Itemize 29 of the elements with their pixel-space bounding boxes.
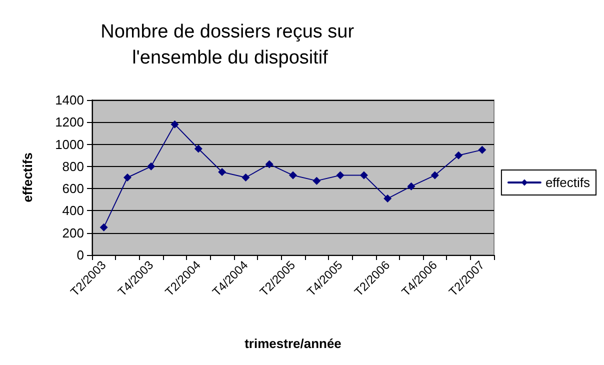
legend-label: effectifs (545, 175, 590, 190)
y-tick-label: 200 (62, 225, 84, 240)
point (360, 171, 368, 180)
point (430, 171, 439, 180)
point (289, 171, 297, 180)
y-tick-label: 400 (62, 203, 84, 218)
point (454, 151, 463, 160)
chart-title: Nombre de dossiers reçus sur l'ensemble du dispositif (100, 22, 360, 68)
point (194, 144, 202, 153)
y-tick-label: 800 (62, 158, 84, 174)
y-tick-label: 600 (62, 181, 84, 196)
y-tick-label: 1200 (55, 114, 84, 130)
point (170, 120, 179, 128)
point (242, 174, 250, 182)
point (123, 174, 132, 182)
x-axis-title: trimestre/année (244, 336, 342, 351)
y-tick-label: 1400 (55, 92, 84, 108)
point (384, 194, 392, 203)
y-tick-label: 0 (76, 248, 84, 262)
point (147, 162, 156, 170)
point (407, 182, 416, 190)
point (218, 168, 226, 176)
y-tick-label: 1000 (55, 136, 84, 152)
point (478, 146, 486, 154)
point (100, 223, 108, 232)
point (336, 171, 344, 180)
point (312, 176, 321, 185)
point (265, 160, 274, 168)
y-axis-title: effectifs (20, 152, 35, 202)
